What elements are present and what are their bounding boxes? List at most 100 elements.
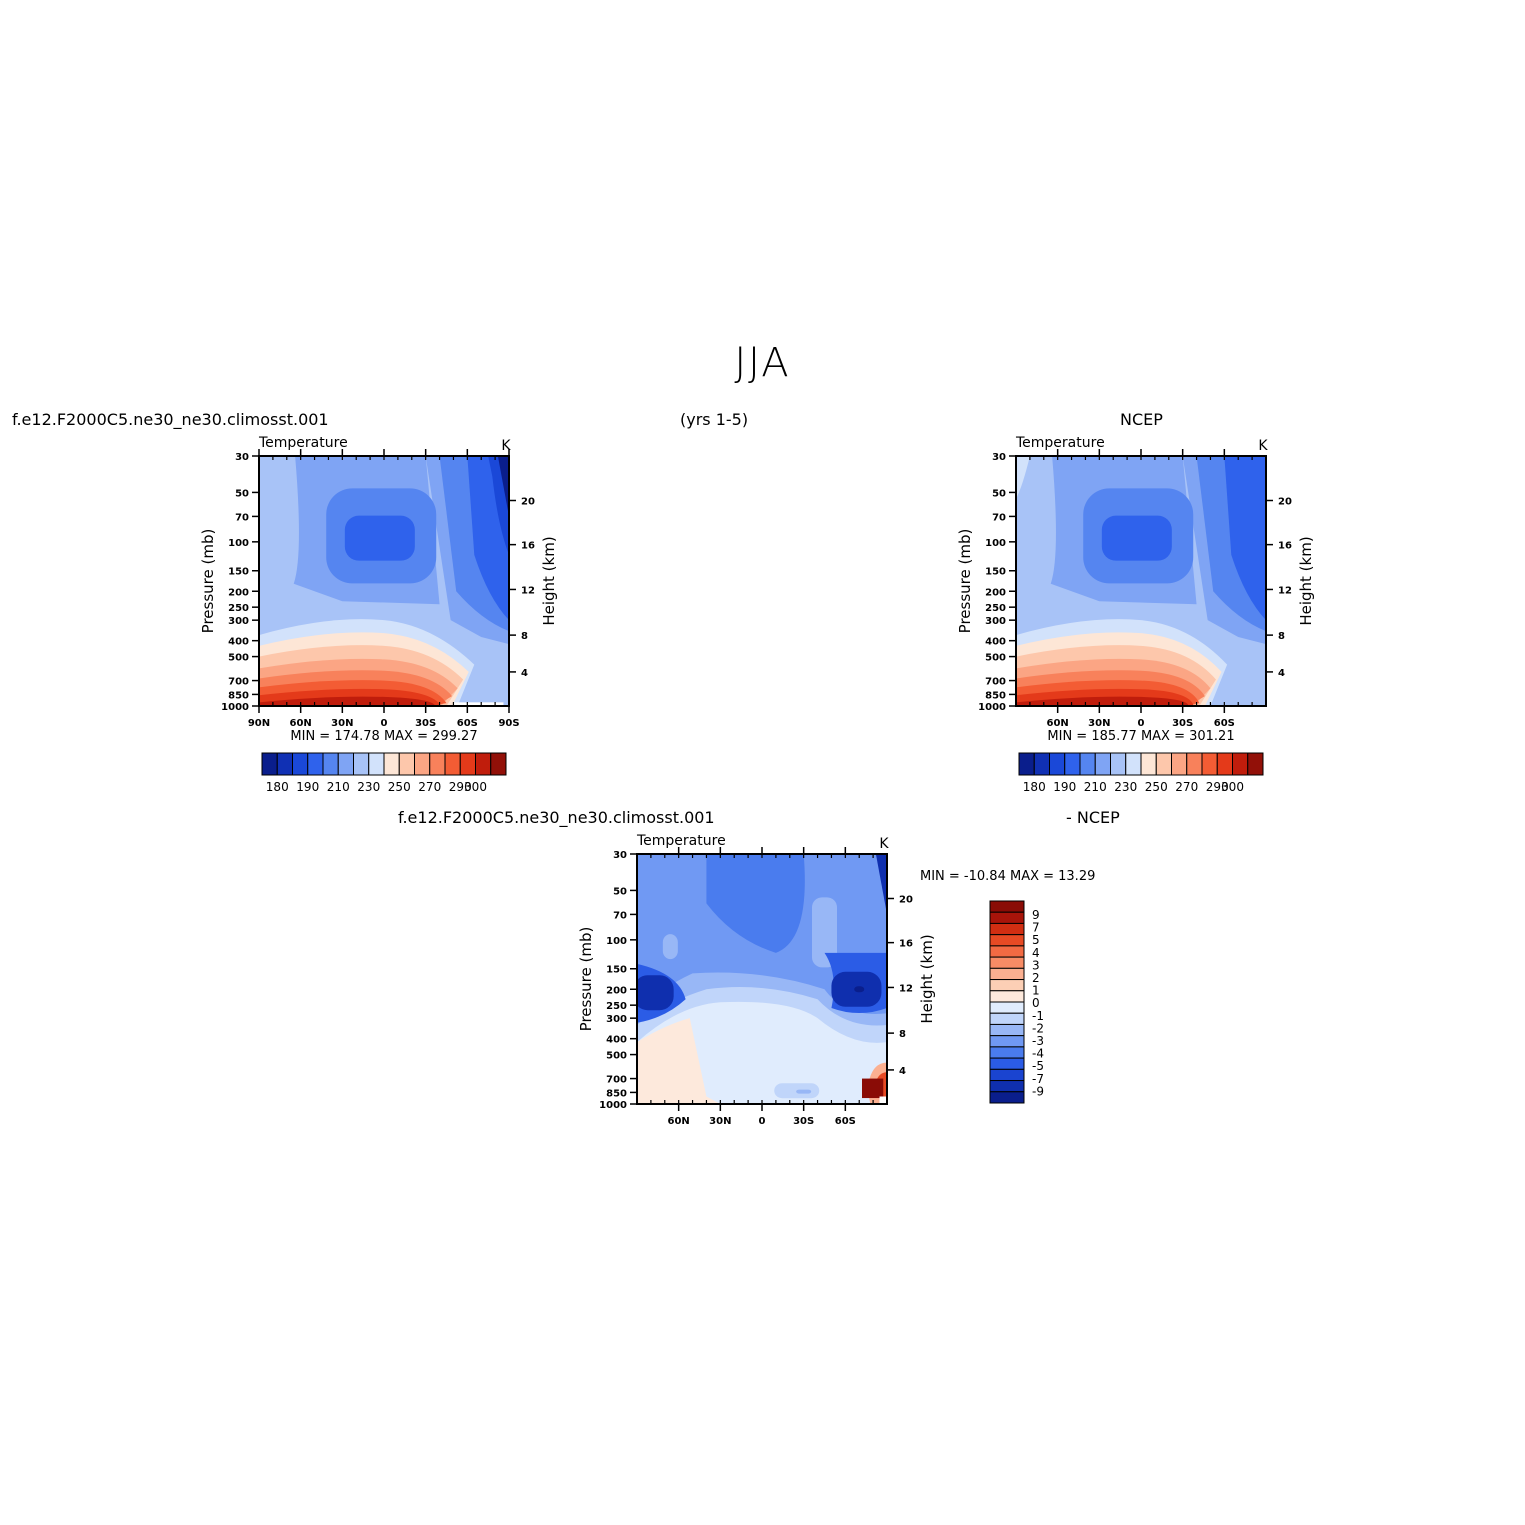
y-tick-label: 200 — [985, 587, 1006, 598]
colorbar-box — [989, 967, 1025, 981]
stats-label: MIN = 174.78 MAX = 299.27 — [290, 729, 477, 744]
right-axis-label: Height (km) — [918, 934, 936, 1023]
colorbar-box — [444, 752, 461, 776]
right-tick-label: 4 — [521, 668, 528, 679]
x-tick-label: 0 — [381, 718, 388, 729]
y-tick-label: 50 — [992, 488, 1006, 499]
colorbar-box — [276, 752, 293, 776]
x-tick-label: 60N — [668, 1116, 690, 1127]
right-tick-label: 20 — [1278, 496, 1292, 507]
x-tick-label: 30N — [1088, 718, 1110, 729]
contour-field-1 — [259, 456, 509, 706]
sh-cold-center — [854, 986, 865, 993]
polar-cold-mid — [1224, 456, 1266, 621]
colorbar-box — [1140, 752, 1157, 776]
y-tick-label: 70 — [613, 910, 627, 921]
colorbar-box — [1125, 752, 1142, 776]
y-tick-label: 100 — [606, 936, 627, 947]
colorbar-box — [459, 752, 476, 776]
tropopause-cold-core — [344, 515, 415, 561]
colorbar-label: 7 — [1032, 921, 1040, 935]
y-tick-label: 250 — [228, 603, 249, 614]
colorbar-box — [1079, 752, 1096, 776]
y-tick-label: 700 — [985, 677, 1006, 688]
light-patch-a — [662, 934, 678, 960]
colorbar-box — [989, 1001, 1025, 1014]
y-tick-label: 1000 — [978, 702, 1006, 713]
right-tick-label: 20 — [899, 894, 913, 905]
colorbar-box — [1110, 752, 1127, 776]
y-tick-label: 500 — [606, 1051, 627, 1062]
panel-1: Temperature K3050701001502002503004005007… — [199, 435, 558, 794]
colorbar-label: 3 — [1032, 958, 1040, 972]
colorbar-box — [1201, 752, 1218, 776]
colorbar-label: 290 — [449, 780, 472, 794]
y-axis-label: Pressure (mb) — [199, 529, 217, 634]
colorbar-box — [490, 752, 507, 776]
y-tick-label: 300 — [606, 1014, 627, 1025]
top-left-case-label: f.e12.F2000C5.ne30_ne30.climosst.001 — [12, 410, 329, 429]
colorbar-label: 190 — [296, 780, 319, 794]
colorbar-box — [989, 956, 1025, 969]
right-tick-label: 20 — [521, 496, 535, 507]
x-tick-label: 60S — [1214, 718, 1235, 729]
y-tick-label: 1000 — [221, 702, 249, 713]
diff-left-case-label: f.e12.F2000C5.ne30_ne30.climosst.001 — [398, 808, 715, 827]
y-tick-label: 250 — [606, 1001, 627, 1012]
right-tick-label: 12 — [899, 983, 913, 994]
colorbar-label: 210 — [1084, 780, 1107, 794]
panel-title: Temperature — [258, 435, 348, 451]
top-center-years-label: (yrs 1-5) — [680, 410, 749, 429]
colorbar-label: 180 — [266, 780, 289, 794]
colorbar-box — [414, 752, 431, 776]
y-axis-label: Pressure (mb) — [956, 529, 974, 634]
colorbar-label: -1 — [1032, 1009, 1044, 1023]
units-label: K — [501, 438, 511, 454]
colorbar-label: 4 — [1032, 946, 1040, 960]
colorbar-box — [989, 922, 1025, 936]
y-tick-label: 150 — [985, 567, 1006, 578]
right-tick-label: 12 — [1278, 585, 1292, 596]
colorbar-label: 180 — [1023, 780, 1046, 794]
colorbar-box — [989, 1023, 1025, 1037]
colorbar-box — [989, 1035, 1025, 1048]
colorbar-box — [292, 752, 309, 776]
panel-2: Temperature K3050701001502002503004005007… — [956, 435, 1315, 794]
colorbar-label: 250 — [388, 780, 411, 794]
warm-layer-7 — [259, 696, 436, 706]
y-tick-label: 300 — [228, 616, 249, 627]
colorbar-label: 270 — [1175, 780, 1198, 794]
y-tick-label: 30 — [235, 452, 249, 463]
x-tick-label: 60N — [290, 718, 312, 729]
sh-warm-core — [862, 1078, 884, 1099]
y-tick-label: 700 — [606, 1075, 627, 1086]
y-tick-label: 70 — [235, 512, 249, 523]
colorbar-box — [1094, 752, 1111, 776]
colorbar-box — [989, 1012, 1025, 1025]
colorbar-box — [337, 752, 354, 776]
x-tick-label: 90N — [248, 718, 270, 729]
colorbar-box — [353, 752, 370, 776]
colorbar-box — [989, 945, 1025, 958]
y-tick-label: 250 — [985, 603, 1006, 614]
y-tick-label: 100 — [985, 538, 1006, 549]
colorbar-label: 230 — [357, 780, 380, 794]
colorbar-box — [322, 752, 339, 776]
right-tick-label: 12 — [521, 585, 535, 596]
right-axis-label: Height (km) — [1297, 536, 1315, 625]
y-tick-label: 30 — [613, 850, 627, 861]
colorbar-box — [429, 752, 446, 776]
colorbar-label: 190 — [1053, 780, 1076, 794]
y-tick-label: 150 — [606, 965, 627, 976]
x-tick-label: 0 — [1138, 718, 1145, 729]
x-tick-label: 90S — [498, 718, 519, 729]
colorbar-box — [398, 752, 415, 776]
x-tick-label: 30N — [331, 718, 353, 729]
surface-mask — [453, 702, 504, 706]
colorbar-box — [989, 911, 1025, 924]
panel-title: Temperature — [636, 833, 726, 849]
pale-corner — [1016, 456, 1030, 500]
x-tick-label: 30S — [415, 718, 436, 729]
y-tick-label: 500 — [228, 653, 249, 664]
